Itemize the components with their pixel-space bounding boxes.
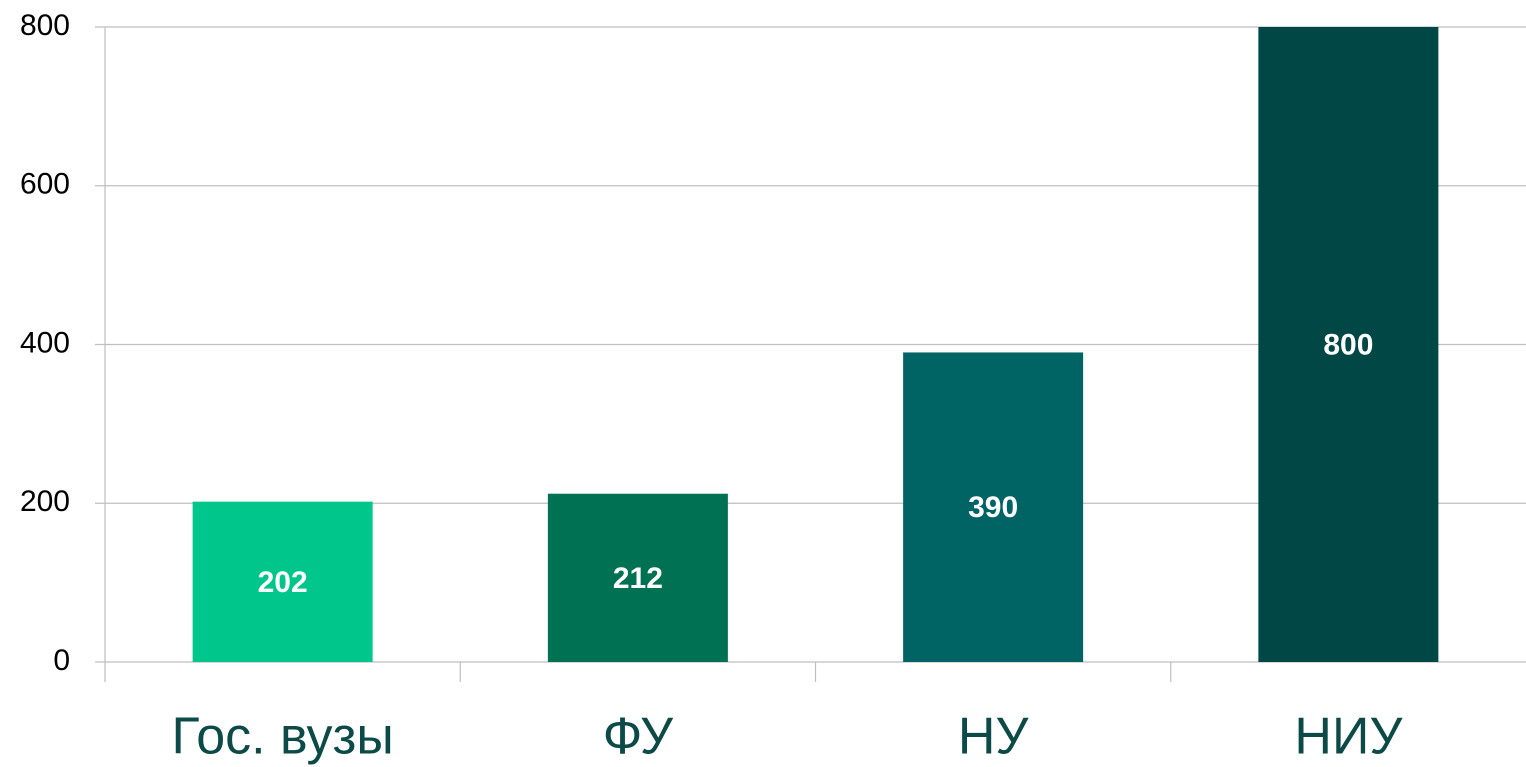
data-label: 212 (613, 562, 663, 595)
data-label: 800 (1323, 328, 1373, 361)
y-tick-label: 400 (20, 326, 70, 359)
bar (1258, 27, 1439, 662)
x-tick-label: ФУ (603, 708, 674, 766)
data-label: 390 (968, 491, 1018, 524)
bar (903, 352, 1084, 662)
y-tick-label: 600 (20, 168, 70, 201)
y-tick-label: 0 (53, 644, 70, 677)
data-label: 202 (258, 566, 308, 599)
x-tick-label: НУ (958, 708, 1030, 766)
x-tick-label: НИУ (1294, 708, 1403, 766)
y-tick-label: 800 (20, 9, 70, 42)
bar (192, 501, 373, 662)
x-tick-label: Гос. вузы (172, 708, 394, 766)
bar (547, 493, 728, 662)
y-tick-label: 200 (20, 485, 70, 518)
